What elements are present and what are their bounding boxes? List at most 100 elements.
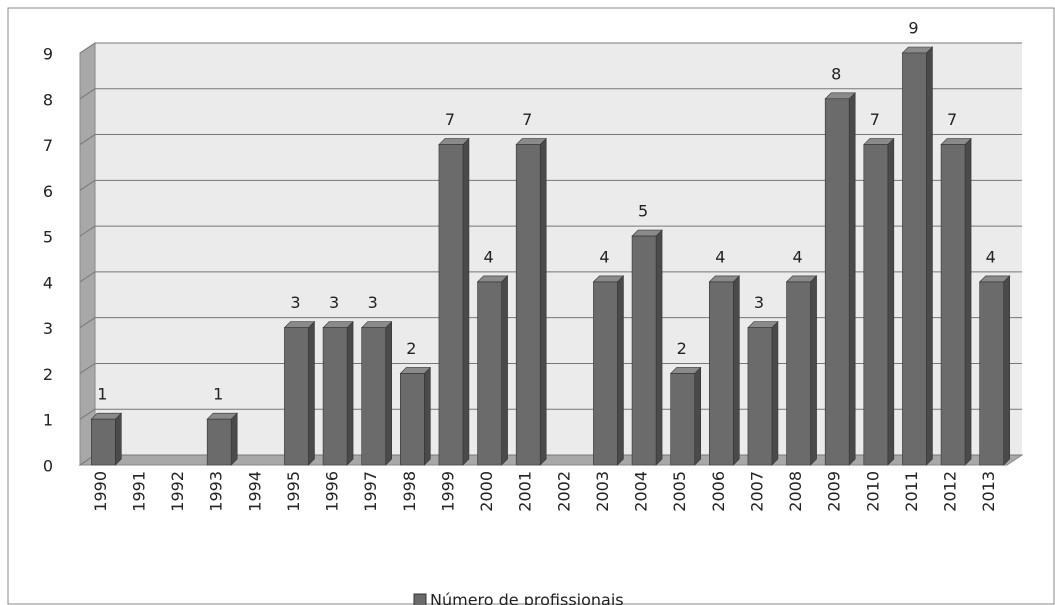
data-label: 3 [329,293,339,312]
x-tick-label: 1997 [361,471,380,512]
x-tick-label: 1990 [91,471,110,512]
data-label: 7 [947,110,957,129]
data-label: 5 [638,202,648,221]
x-tick-label: 2012 [941,471,960,512]
bar [747,320,779,466]
bar-side [926,46,933,466]
data-label: 1 [97,385,107,404]
bar-side [115,412,122,466]
x-tick-label: 1999 [438,471,457,512]
bar-front [361,327,386,466]
y-tick-label: 2 [43,365,53,384]
bar [399,366,432,466]
x-tick-label: 1991 [129,471,148,512]
x-tick-label: 2006 [709,471,728,512]
bar-front [747,327,773,466]
bar [283,320,316,466]
y-tick-label: 4 [43,273,53,292]
y-tick-label: 7 [43,136,53,155]
bar [476,275,509,466]
data-label: 7 [445,110,455,129]
bar-side [1003,275,1010,466]
bar-side [501,275,508,466]
y-tick-label: 9 [43,45,53,64]
x-tick-label: 1995 [284,471,303,512]
x-tick-label: 2005 [670,471,689,512]
bar [438,137,470,466]
data-label: 2 [406,339,416,358]
y-tick-label: 5 [43,228,53,247]
bar-side [848,92,856,466]
x-tick-label: 2011 [902,471,921,512]
x-tick-label: 2001 [516,471,535,512]
x-tick-label: 2007 [747,471,766,512]
x-tick-label: 1993 [207,471,226,512]
legend-swatch [413,593,427,605]
data-label: 1 [213,385,223,404]
data-label: 4 [715,247,725,266]
x-tick-label: 2009 [825,471,844,512]
grid-line [79,42,1022,54]
bar-front [902,52,927,466]
data-label: 7 [870,110,880,129]
bar [669,366,702,466]
bar-side [346,320,354,466]
bar-front [940,144,966,466]
bar-side [964,137,972,466]
bar-front [515,144,541,466]
bar-side [385,320,392,466]
legend: Número de profissionais [413,591,624,605]
data-label: 4 [986,247,996,266]
x-tick-label: 2010 [863,471,882,512]
bar-side [771,320,779,466]
bar [206,412,238,466]
bar-front [206,418,232,466]
data-label: 9 [908,19,918,38]
y-tick-label: 1 [43,411,53,430]
bar-side [810,275,817,466]
bar-front [979,281,1004,466]
grid-line [79,179,1022,191]
y-tick-label: 3 [43,319,53,338]
bar-front [631,235,657,466]
bar-front [824,98,850,466]
data-label: 3 [368,293,378,312]
data-label: 3 [290,293,300,312]
data-label: 2 [677,339,687,358]
bar [708,275,741,466]
x-tick-label: 1998 [400,471,419,512]
x-tick-label: 2004 [632,471,651,512]
x-tick-label: 2002 [554,471,573,512]
x-tick-label: 2013 [979,471,998,512]
data-label: 7 [522,110,532,129]
x-tick-label: 1992 [168,471,187,512]
bar-front [477,281,502,466]
bar [360,320,393,466]
bar [322,320,354,466]
x-tick-label: 1994 [245,471,264,512]
bar-front [863,144,889,466]
bar-side [539,137,547,466]
bar [901,46,934,466]
bar [631,229,663,466]
y-tick-label: 0 [43,457,53,476]
data-label: 8 [831,64,841,83]
bar-front [322,327,348,466]
bar-side [694,366,701,466]
bar [515,137,547,466]
bar [863,137,895,466]
bar-side [308,320,315,466]
data-label: 4 [792,247,802,266]
bar-side [733,275,740,466]
legend-label: Número de profissionais [430,591,624,605]
bar-front [670,373,695,466]
data-label: 3 [754,293,764,312]
bar [824,92,856,466]
y-tick-label: 8 [43,90,53,109]
grid-line [79,88,1022,100]
bar [90,412,123,466]
data-label: 4 [483,247,493,266]
bar-side [655,229,663,466]
bar [978,275,1011,466]
